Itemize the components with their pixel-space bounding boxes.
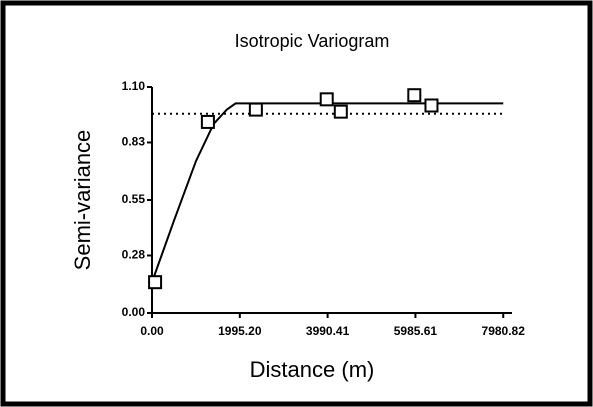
point <box>333 104 348 119</box>
y-tick-label: 0.00 <box>122 305 146 319</box>
x-axis-label: Distance (m) <box>250 357 375 382</box>
y-tick-label: 0.28 <box>122 248 146 262</box>
x-tick-label: 7980.82 <box>482 324 526 338</box>
point <box>200 114 215 129</box>
x-tick-label: 5985.61 <box>394 324 438 338</box>
point <box>248 102 263 117</box>
y-tick-label: 0.83 <box>122 135 146 149</box>
x-tick-label: 3990.41 <box>306 324 350 338</box>
chart-title: Isotropic Variogram <box>235 31 390 51</box>
y-tick-label: 1.10 <box>122 79 146 93</box>
x-tick-label: 0.00 <box>140 324 164 338</box>
point <box>148 275 163 290</box>
y-tick-label: 0.55 <box>122 192 146 206</box>
point <box>319 92 334 107</box>
point <box>424 98 439 113</box>
point <box>407 88 422 103</box>
x-tick-label: 1995.20 <box>218 324 262 338</box>
y-axis-label: Semi-variance <box>70 130 95 271</box>
